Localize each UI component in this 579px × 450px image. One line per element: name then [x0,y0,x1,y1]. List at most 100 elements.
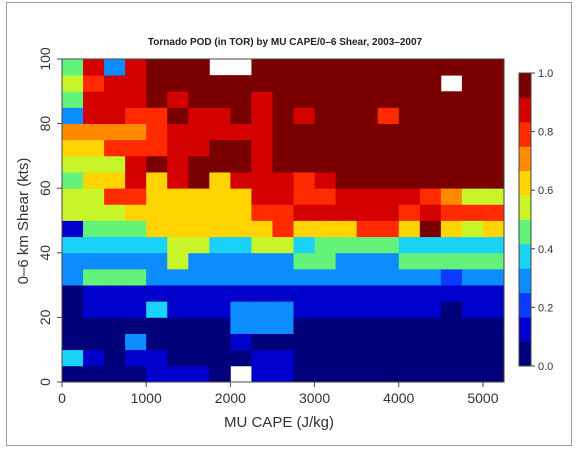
heatmap-cell [146,236,168,254]
heatmap-cell [125,139,147,157]
heatmap-cell [335,317,358,334]
heatmap-cell [188,123,210,141]
heatmap-cell [251,365,273,383]
heatmap-cell [209,155,231,173]
heatmap-cell [62,236,84,254]
heatmap-cell [125,349,147,367]
heatmap-cell [125,123,147,141]
heatmap-cell [314,204,337,221]
heatmap-cell [125,107,147,124]
heatmap-cell [104,139,126,157]
y-axis: 0 20 40 60 80 100 [37,47,62,386]
colorbar-segment [519,341,531,367]
heatmap-cell [62,285,84,302]
colorbar-tick-label: 0.8 [538,127,553,139]
heatmap-cell [377,139,400,157]
heatmap-cell [461,365,484,383]
heatmap-cell [482,59,505,76]
heatmap-cell [104,268,126,286]
heatmap-cell [314,155,337,173]
heatmap-cell [377,123,400,141]
heatmap-cell [314,349,337,367]
colorbar: 0.0 0.2 0.4 0.6 0.8 1.0 [518,68,553,373]
heatmap-cell [398,91,421,108]
plot-area-border [61,58,505,383]
heatmap-cell [209,349,231,367]
heatmap-cell [230,123,252,141]
heatmap-cell [104,252,126,270]
heatmap-cell [419,252,442,270]
heatmap-cell [188,188,210,205]
heatmap-cell [104,285,126,302]
heatmap-cell [482,220,505,238]
heatmap-cell [83,252,105,270]
heatmap-cell [272,107,294,124]
heatmap-cell [146,349,168,367]
heatmap-cell [335,333,358,351]
heatmap-cell [251,155,273,173]
heatmap-cell [125,220,147,238]
heatmap-cell [251,220,273,238]
heatmap-cell [146,172,168,189]
heatmap-cell [188,268,210,286]
heatmap-cell [461,188,484,205]
heatmap-cell [335,107,358,124]
y-tick-label: 0 [37,378,53,386]
heatmap-cell [482,268,505,286]
heatmap-cell [482,123,505,141]
heatmap-cell [398,236,421,254]
heatmap-cell [146,285,168,302]
heatmap-cell [146,139,168,157]
heatmap-cell [293,155,315,173]
heatmap-cell [188,285,210,302]
colorbar-tick-label: 0.4 [538,244,553,256]
heatmap-cell [104,59,126,76]
heatmap-cell [482,252,505,270]
heatmap-cell [272,333,294,351]
heatmap-cell [377,333,400,351]
heatmap-cell [188,365,210,383]
heatmap-cell [314,220,337,238]
heatmap-cell [272,285,294,302]
heatmap-cell [335,220,358,238]
heatmap-cell [419,204,442,221]
heatmap-cell [314,107,337,124]
heatmap-cell [482,75,505,92]
heatmap-cell [398,123,421,141]
heatmap-cell [83,220,105,238]
heatmap-cell [419,75,442,92]
heatmap-cell [398,59,421,76]
heatmap-cell [398,252,421,270]
heatmap-cell [125,188,147,205]
heatmap-cell [272,349,294,367]
heatmap-cell [209,188,231,205]
heatmap-cell [398,333,421,351]
heatmap-cell [104,75,126,92]
heatmap-cell [209,107,231,124]
heatmap-cell [188,349,210,367]
heatmap-cell [230,317,252,334]
heatmap-cell [461,204,484,221]
heatmap-cell [230,75,252,92]
heatmap-cell [293,139,315,157]
heatmap-cell [377,349,400,367]
heatmap-cell [146,220,168,238]
heatmap-cell [335,123,358,141]
y-tick-label: 40 [37,245,53,261]
heatmap-cell [251,91,273,108]
heatmap-cell [188,139,210,157]
heatmap-cell [356,123,379,141]
heatmap-cell [209,365,231,383]
heatmap-cell [188,59,210,76]
heatmap-cell [62,123,84,141]
heatmap-cell [62,75,84,92]
heatmap-cell [272,59,294,76]
heatmap-cell [83,285,105,302]
heatmap-cell [398,301,421,318]
heatmap-cell [461,91,484,108]
heatmap-cell [83,317,105,334]
heatmap-cell [104,107,126,124]
heatmap-cell [356,301,379,318]
heatmap-cell [230,188,252,205]
heatmap-cell [188,107,210,124]
